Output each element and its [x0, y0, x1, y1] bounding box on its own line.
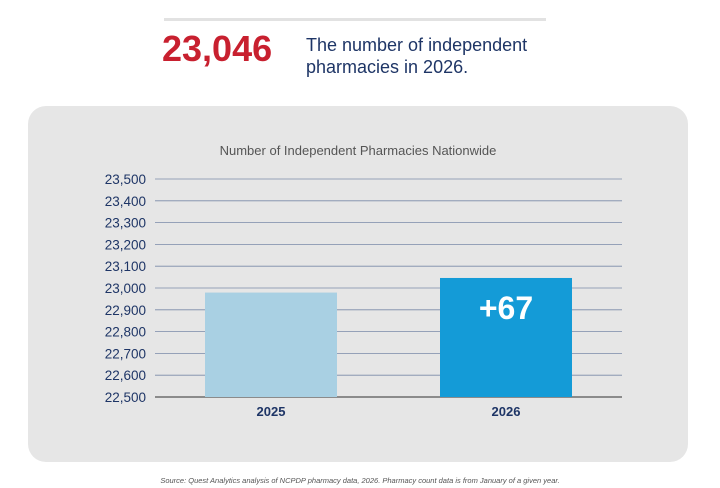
y-tick-label: 23,000: [105, 281, 146, 296]
x-tick-label: 2025: [257, 404, 286, 419]
bar-annotation: +67: [479, 290, 533, 326]
bar-2025: [205, 292, 337, 397]
x-tick-label: 2026: [492, 404, 521, 419]
source-note: Source: Quest Analytics analysis of NCPD…: [160, 476, 560, 485]
chart-panel: [28, 106, 688, 462]
y-tick-label: 22,600: [105, 368, 146, 383]
y-tick-label: 23,500: [105, 172, 146, 187]
chart-title: Number of Independent Pharmacies Nationw…: [220, 143, 497, 158]
y-tick-label: 23,400: [105, 194, 146, 209]
y-tick-label: 23,200: [105, 237, 146, 252]
headline-value: 23,046: [162, 28, 273, 69]
y-tick-label: 22,500: [105, 390, 146, 405]
y-tick-label: 23,300: [105, 216, 146, 231]
headline-text: The number of independent pharmacies in …: [306, 35, 528, 77]
y-tick-label: 22,700: [105, 346, 146, 361]
y-tick-label: 23,100: [105, 259, 146, 274]
bar-2026: [440, 277, 572, 397]
top-divider: [164, 18, 546, 21]
y-tick-label: 22,800: [105, 325, 146, 340]
y-tick-label: 22,900: [105, 303, 146, 318]
